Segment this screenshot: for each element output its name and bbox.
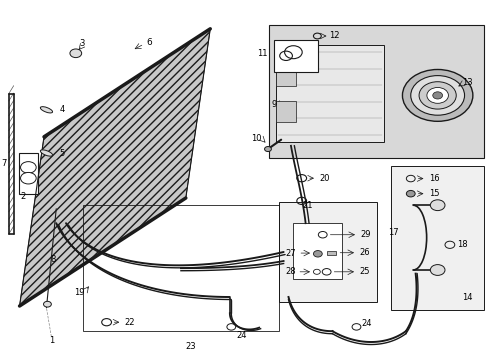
Circle shape — [429, 200, 444, 211]
Bar — [276, 101, 295, 122]
Circle shape — [20, 162, 36, 173]
Circle shape — [70, 49, 81, 58]
Text: 14: 14 — [461, 292, 471, 302]
Text: 27: 27 — [285, 248, 295, 258]
Text: 3: 3 — [80, 40, 84, 49]
Text: 23: 23 — [185, 342, 196, 351]
Text: 11: 11 — [257, 49, 267, 58]
Ellipse shape — [41, 150, 52, 156]
Text: 7: 7 — [1, 159, 6, 168]
Circle shape — [429, 265, 444, 275]
Text: 4: 4 — [60, 105, 64, 114]
Circle shape — [20, 172, 36, 184]
Bar — [276, 45, 383, 142]
Text: 29: 29 — [360, 230, 370, 239]
Text: 22: 22 — [124, 318, 135, 327]
Circle shape — [406, 190, 414, 197]
Polygon shape — [20, 29, 210, 306]
Circle shape — [43, 301, 51, 307]
Text: 5: 5 — [60, 149, 64, 158]
Text: 25: 25 — [359, 267, 369, 276]
Text: 20: 20 — [319, 174, 329, 183]
Text: 1: 1 — [49, 336, 54, 345]
Bar — [268, 25, 483, 158]
Ellipse shape — [41, 107, 52, 113]
Text: 24: 24 — [236, 331, 246, 340]
Bar — [19, 153, 38, 194]
Circle shape — [426, 87, 447, 103]
Text: 6: 6 — [146, 38, 152, 47]
Circle shape — [402, 69, 472, 121]
Text: 24: 24 — [361, 320, 371, 328]
Text: 12: 12 — [328, 31, 339, 40]
Text: 15: 15 — [428, 189, 438, 198]
Text: 9: 9 — [270, 100, 276, 109]
Text: 26: 26 — [359, 248, 369, 257]
Circle shape — [418, 82, 455, 109]
Text: 13: 13 — [461, 78, 471, 87]
Bar — [273, 40, 317, 72]
Circle shape — [313, 251, 322, 257]
Bar — [278, 202, 376, 302]
Text: 16: 16 — [428, 174, 439, 183]
Circle shape — [264, 147, 271, 152]
Circle shape — [432, 92, 442, 99]
Bar — [293, 223, 342, 279]
Bar — [83, 205, 278, 331]
Text: 19: 19 — [74, 288, 84, 297]
Bar — [276, 65, 295, 86]
Text: 17: 17 — [387, 228, 398, 237]
Circle shape — [410, 76, 464, 115]
Text: 18: 18 — [456, 240, 467, 249]
Text: 10: 10 — [251, 134, 261, 143]
Bar — [390, 166, 483, 310]
Text: 2: 2 — [21, 192, 26, 201]
Text: 21: 21 — [302, 201, 313, 210]
Text: 28: 28 — [285, 267, 295, 276]
Text: 8: 8 — [50, 255, 55, 264]
Bar — [326, 251, 336, 255]
